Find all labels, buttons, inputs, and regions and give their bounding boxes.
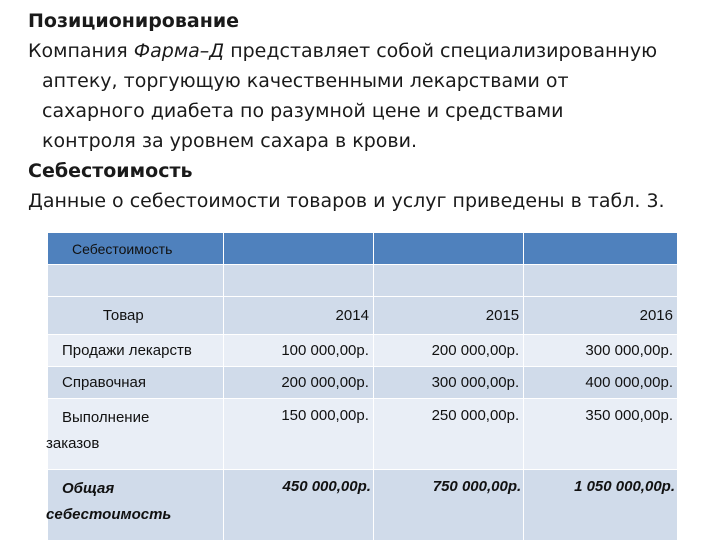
cost-intro: Данные о себестоимости товаров и услуг п…	[28, 190, 665, 212]
table-cell	[223, 233, 374, 265]
row-label: Продажи лекарств	[48, 335, 224, 367]
table-cell	[524, 233, 678, 265]
para-line1-suffix: представляет собой специализированную	[224, 40, 658, 62]
company-name: Фарма–Д	[133, 40, 225, 62]
column-header-year: 2016	[524, 297, 678, 335]
para-line1-prefix: Компания	[28, 40, 134, 62]
table-row: Выполнение заказов 150 000,00р. 250 000,…	[46, 399, 678, 470]
table-cell	[223, 265, 374, 297]
cost-table: Себестоимость Товар 2014 2015 2016 Прода…	[46, 233, 678, 541]
table-cell-value: 300 000,00р.	[373, 367, 525, 399]
table-cell-total: 450 000,00р.	[223, 470, 374, 541]
table-title: Себестоимость	[48, 233, 224, 265]
table-cell-value: 200 000,00р.	[223, 367, 374, 399]
table-cell-total: 750 000,00р.	[373, 470, 525, 541]
table-cell-total: 1 050 000,00р.	[524, 470, 678, 541]
table-cell-value: 100 000,00р.	[223, 335, 374, 367]
table-empty-row	[48, 265, 678, 297]
row-label-line1: Выполнение	[62, 409, 150, 426]
positioning-paragraph: Компания Фарма–Д представляет собой спец…	[28, 36, 708, 156]
table-cell-value: 400 000,00р.	[524, 367, 678, 399]
row-label-line1: Общая	[62, 480, 115, 497]
table-cell-value: 200 000,00р.	[373, 335, 525, 367]
table-cell	[373, 265, 525, 297]
table-cell	[524, 265, 678, 297]
column-header-year: 2015	[373, 297, 525, 335]
row-label: Общая себестоимость	[46, 470, 224, 541]
table-cell-value: 350 000,00р.	[524, 399, 678, 470]
row-label-line2: заказов	[46, 435, 100, 452]
para-line2: аптеку, торгующую качественными лекарств…	[42, 70, 569, 92]
row-label-line2: себестоимость	[46, 506, 172, 523]
column-header-product: Товар	[48, 297, 224, 335]
table-cell	[373, 233, 525, 265]
heading-cost: Себестоимость	[28, 160, 193, 182]
slide-text: Позиционирование Компания Фарма–Д предст…	[28, 6, 708, 216]
table-cell-value: 150 000,00р.	[223, 399, 374, 470]
para-line4: контроля за уровнем сахара в крови.	[42, 130, 417, 152]
column-header-year: 2014	[223, 297, 374, 335]
table-cell	[48, 265, 224, 297]
table-row: Продажи лекарств 100 000,00р. 200 000,00…	[48, 335, 678, 367]
table-cell-value: 300 000,00р.	[524, 335, 678, 367]
table-title-row: Себестоимость	[48, 233, 678, 265]
table-row-total: Общая себестоимость 450 000,00р. 750 000…	[46, 470, 678, 541]
table-cell-value: 250 000,00р.	[373, 399, 525, 470]
table-row: Справочная 200 000,00р. 300 000,00р. 400…	[48, 367, 678, 399]
table-header-row: Товар 2014 2015 2016	[48, 297, 678, 335]
row-label: Справочная	[48, 367, 224, 399]
para-line3: сахарного диабета по разумной цене и сре…	[42, 100, 564, 122]
heading-positioning: Позиционирование	[28, 10, 240, 32]
row-label: Выполнение заказов	[46, 399, 224, 470]
